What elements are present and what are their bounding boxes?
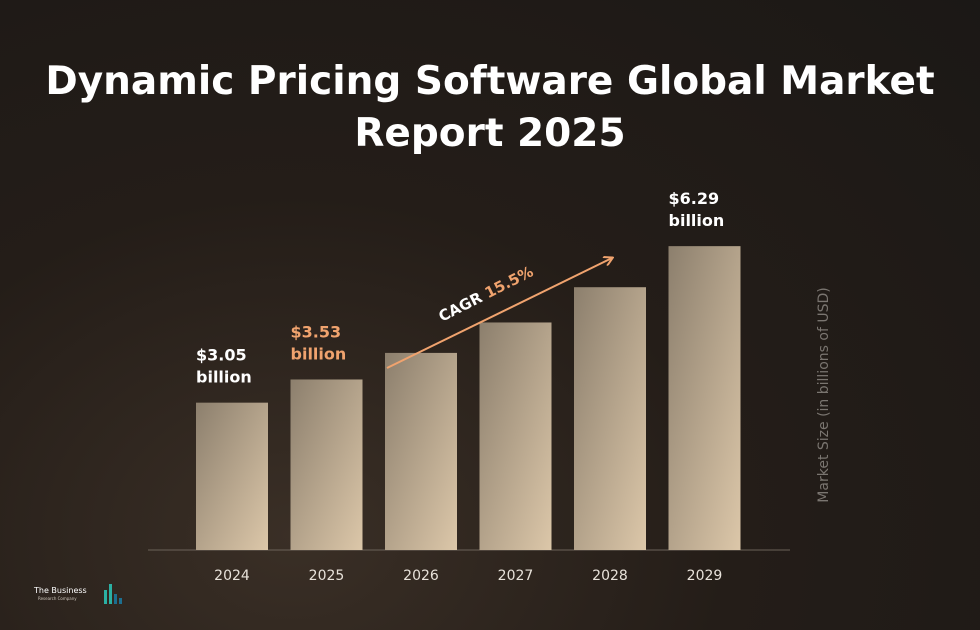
logo-name: The Business: [34, 586, 87, 595]
data-label: billion: [291, 344, 347, 363]
data-label: billion: [196, 368, 252, 387]
cagr-arrow: [386, 258, 612, 369]
company-logo: The Business Research Company: [34, 578, 144, 608]
x-tick-label: 2024: [214, 568, 250, 584]
logo-subtitle: Research Company: [38, 596, 77, 601]
x-tick-label: 2025: [309, 568, 345, 584]
chart-title: Dynamic Pricing Software Global Market R…: [45, 59, 935, 156]
x-tick-label: 2028: [592, 568, 628, 584]
x-tick-label: 2027: [498, 568, 534, 584]
data-label: $3.53: [291, 322, 342, 341]
data-label: billion: [669, 211, 725, 230]
bar-2028: [574, 287, 646, 550]
cagr-value: 15.5%: [482, 262, 537, 302]
data-label: $6.29: [669, 189, 720, 208]
bar-2026: [385, 352, 457, 550]
x-tick-label: 2029: [687, 568, 723, 584]
data-label: $3.05: [196, 346, 247, 365]
y-axis-label: Market Size (in billions of USD): [816, 287, 832, 502]
bar-2025: [290, 379, 363, 550]
cagr-annotation: CAGR 15.5%: [436, 262, 537, 325]
bar-2024: [196, 402, 268, 550]
logo-bars-icon: [104, 584, 122, 604]
bar-2029: [668, 246, 741, 550]
cagr-prefix: CAGR: [436, 286, 490, 326]
bar-2027: [479, 322, 552, 550]
x-tick-label: 2026: [403, 568, 439, 584]
